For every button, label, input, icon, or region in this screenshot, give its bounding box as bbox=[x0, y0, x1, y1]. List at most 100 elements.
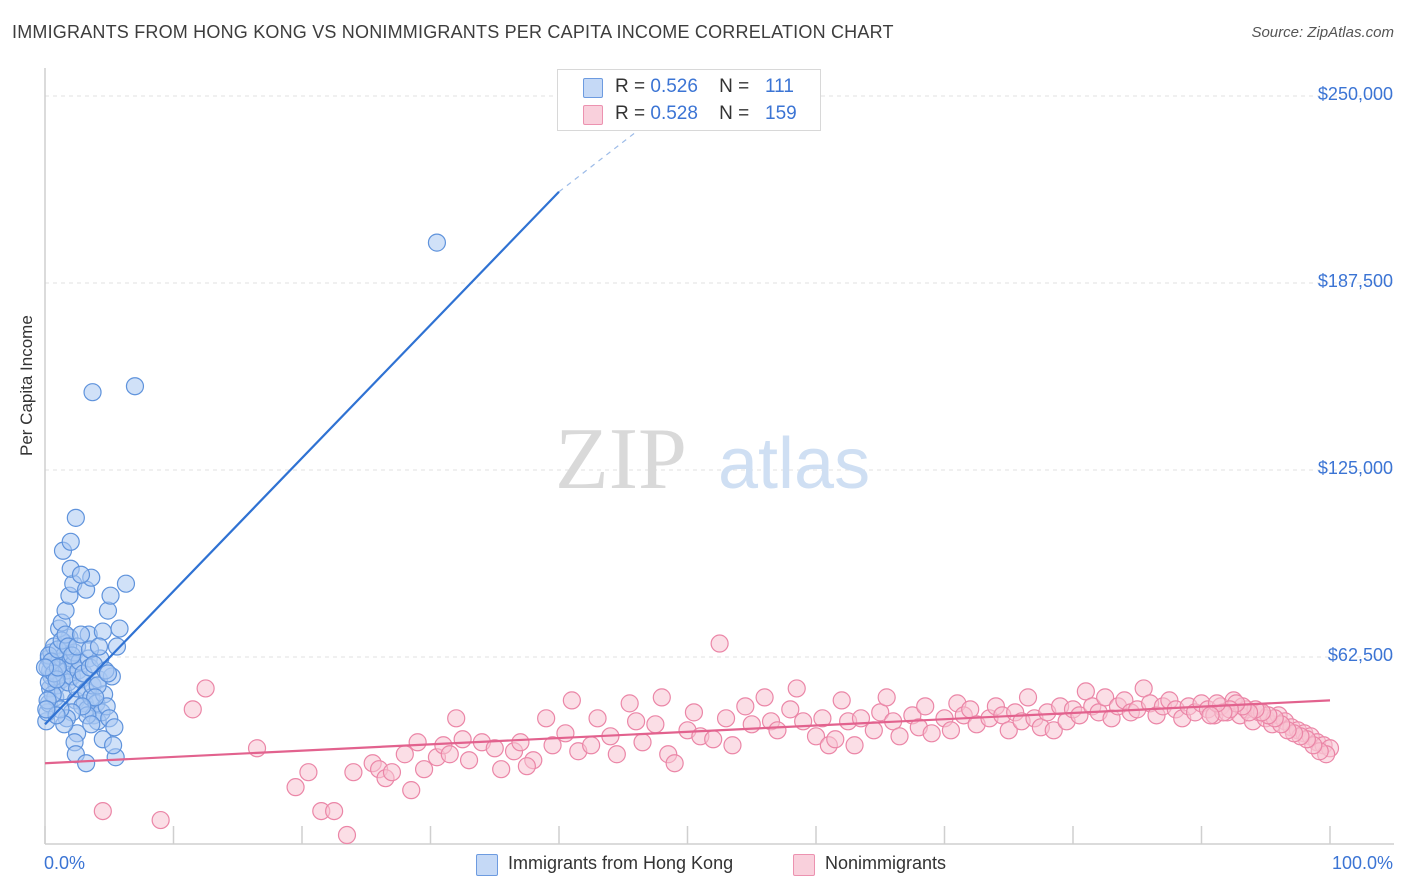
nonimmigrant-point bbox=[543, 736, 562, 755]
nonimmigrant-point bbox=[684, 703, 704, 722]
hongkong-point bbox=[71, 625, 91, 644]
y-tick-label: $250,000 bbox=[1317, 84, 1393, 104]
x-tick-label: 0.0% bbox=[44, 853, 86, 873]
nonimmigrant-point bbox=[382, 763, 402, 782]
nonimmigrant-point bbox=[710, 634, 729, 653]
hongkong-points bbox=[35, 233, 447, 773]
bottom-legend-label: Immigrants from Hong Kong bbox=[508, 853, 734, 873]
nonimmigrant-point bbox=[845, 736, 864, 755]
nonimmigrant-point bbox=[582, 736, 601, 755]
hongkong-point bbox=[82, 715, 101, 734]
nonimmigrant-trend-line bbox=[44, 699, 1331, 765]
nonimmigrant-point bbox=[492, 760, 511, 779]
hongkong-point bbox=[107, 637, 127, 656]
nonimmigrant-point bbox=[652, 688, 671, 707]
watermark-zip: ZIP bbox=[555, 411, 687, 508]
nonimmigrant-point bbox=[716, 709, 736, 728]
hongkong-point bbox=[86, 688, 105, 707]
bottom-legend-swatch-blue bbox=[476, 854, 498, 876]
nonimmigrant-point bbox=[871, 703, 890, 722]
nonimmigrant-point bbox=[704, 730, 723, 749]
nonimmigrant-point bbox=[453, 730, 472, 749]
x-tick-label: 100.0% bbox=[1331, 853, 1393, 873]
y-tick-label: $125,000 bbox=[1317, 458, 1393, 478]
nonimmigrant-point bbox=[511, 733, 530, 752]
nonimmigrant-point bbox=[826, 730, 845, 749]
nonimmigrant-point bbox=[440, 745, 459, 764]
nonimmigrant-point bbox=[742, 715, 761, 734]
nonimmigrant-point bbox=[344, 763, 363, 782]
nonimmigrant-point bbox=[781, 700, 800, 719]
nonimmigrant-point bbox=[183, 700, 202, 719]
nonimmigrant-point bbox=[736, 697, 755, 716]
nonimmigrant-point bbox=[299, 763, 318, 782]
nonimmigrant-point bbox=[537, 709, 556, 728]
hongkong-point bbox=[427, 233, 447, 252]
hongkong-point bbox=[105, 718, 124, 737]
hongkong-point bbox=[98, 601, 118, 620]
nonimmigrant-point bbox=[806, 727, 826, 746]
legend-r-value: 0.526 bbox=[650, 76, 698, 97]
nonimmigrant-point bbox=[999, 721, 1018, 740]
legend-r-label: R = bbox=[615, 76, 646, 97]
y-axis-label: Per Capita Income bbox=[17, 315, 36, 456]
nonimmigrant-point bbox=[485, 739, 504, 758]
trend-lines bbox=[44, 131, 1331, 765]
nonimmigrant-point bbox=[286, 778, 305, 797]
nonimmigrant-point bbox=[1018, 688, 1038, 707]
nonimmigrant-point bbox=[626, 712, 646, 731]
nonimmigrant-point bbox=[414, 760, 434, 779]
chart-title: IMMIGRANTS FROM HONG KONG VS NONIMMIGRAN… bbox=[12, 22, 894, 42]
y-tick-label: $62,500 bbox=[1327, 645, 1393, 665]
nonimmigrant-point bbox=[337, 825, 357, 845]
nonimmigrant-point bbox=[1044, 721, 1063, 740]
hongkong-point bbox=[77, 754, 96, 773]
y-tick-label: $187,500 bbox=[1317, 271, 1393, 291]
nonimmigrant-point bbox=[813, 709, 832, 728]
legend-r-value: 0.528 bbox=[650, 103, 698, 124]
nonimmigrant-point bbox=[395, 745, 414, 764]
hongkong-trend-line bbox=[44, 190, 560, 726]
nonimmigrant-point bbox=[408, 733, 427, 752]
legend-n-label: N = bbox=[719, 103, 750, 124]
hongkong-point bbox=[110, 619, 129, 638]
nonimmigrants-points bbox=[93, 634, 1340, 845]
hongkong-point bbox=[125, 377, 145, 396]
nonimmigrant-point bbox=[1096, 688, 1115, 707]
bottom-legend-swatch-pink bbox=[793, 854, 815, 876]
nonimmigrant-point bbox=[877, 688, 896, 707]
legend-n-value: 159 bbox=[765, 103, 797, 124]
hongkong-point bbox=[98, 664, 118, 683]
nonimmigrant-point bbox=[620, 694, 639, 713]
bottom-legend-label: Nonimmigrants bbox=[825, 853, 947, 873]
nonimmigrant-point bbox=[402, 781, 421, 800]
hongkong-point bbox=[104, 736, 123, 755]
nonimmigrant-point bbox=[517, 757, 536, 776]
nonimmigrant-point bbox=[1070, 706, 1089, 725]
hongkong-point bbox=[35, 658, 55, 677]
nonimmigrant-point bbox=[864, 721, 883, 740]
watermark-atlas: atlas bbox=[718, 424, 870, 504]
hongkong-point bbox=[56, 601, 75, 620]
hongkong-point bbox=[116, 574, 136, 593]
nonimmigrant-point bbox=[562, 691, 581, 710]
hongkong-point bbox=[101, 586, 120, 605]
nonimmigrant-point bbox=[723, 736, 742, 755]
legend-n-value: 111 bbox=[765, 76, 794, 97]
legend-swatch-blue bbox=[583, 78, 603, 98]
nonimmigrant-point bbox=[916, 697, 935, 716]
nonimmigrant-point bbox=[151, 810, 170, 830]
hongkong-point bbox=[83, 383, 102, 402]
hongkong-point bbox=[71, 565, 91, 584]
nonimmigrant-point bbox=[1201, 706, 1220, 725]
nonimmigrant-point bbox=[325, 801, 344, 821]
hongkong-point bbox=[89, 637, 109, 656]
nonimmigrant-point bbox=[633, 733, 652, 752]
legend-n-label: N = bbox=[719, 76, 750, 97]
hongkong-point bbox=[61, 532, 80, 551]
nonimmigrant-point bbox=[93, 801, 112, 821]
legend-swatch-pink bbox=[583, 105, 603, 125]
nonimmigrant-point bbox=[447, 709, 466, 728]
nonimmigrant-point bbox=[459, 751, 479, 770]
legend-r-label: R = bbox=[615, 103, 646, 124]
